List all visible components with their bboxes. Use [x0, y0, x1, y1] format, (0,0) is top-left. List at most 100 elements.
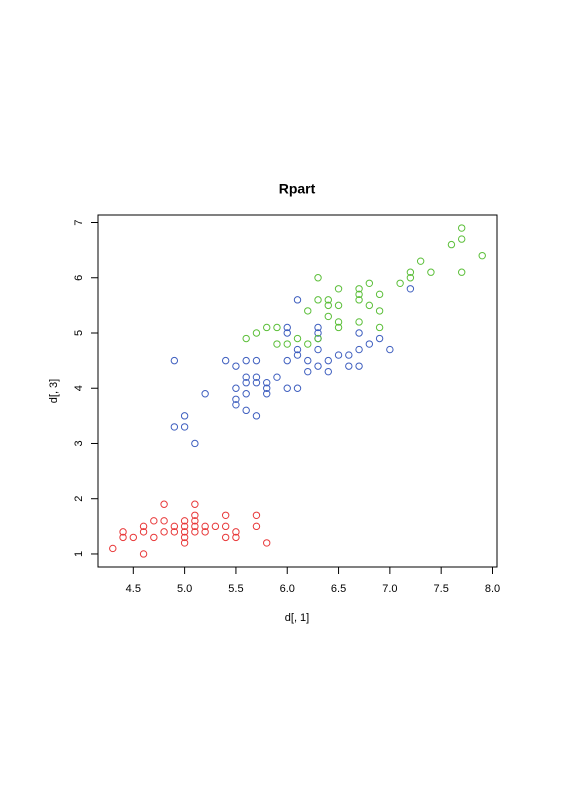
- point: [242, 373, 250, 381]
- point: [293, 334, 302, 343]
- point: [304, 307, 312, 315]
- point: [232, 384, 240, 392]
- point: [324, 301, 332, 310]
- point: [191, 528, 199, 536]
- point: [334, 301, 343, 310]
- point: [293, 384, 302, 392]
- x-axis-label: d[, 1]: [285, 612, 309, 624]
- x-tick-label: 7.5: [434, 583, 449, 595]
- point: [293, 296, 302, 304]
- point: [314, 329, 322, 337]
- x-tick-label: 4.5: [126, 583, 141, 595]
- point: [201, 528, 209, 536]
- point: [221, 533, 230, 542]
- x-tick-label: 7.0: [382, 583, 397, 595]
- point: [221, 522, 230, 531]
- point: [334, 318, 343, 326]
- point: [447, 240, 456, 249]
- point: [273, 340, 281, 348]
- point: [304, 367, 312, 376]
- y-axis-label: d[, 3]: [48, 379, 60, 403]
- point: [416, 257, 425, 265]
- point: [355, 362, 363, 370]
- point: [365, 340, 374, 348]
- point: [191, 511, 199, 519]
- plot-frame: [97, 214, 498, 568]
- point: [180, 528, 189, 536]
- point: [170, 522, 179, 531]
- point: [221, 356, 230, 365]
- point: [201, 522, 209, 531]
- point: [396, 279, 404, 287]
- point: [355, 290, 363, 299]
- point: [191, 517, 199, 525]
- point: [355, 318, 363, 326]
- point: [191, 522, 199, 531]
- point: [232, 401, 240, 409]
- point: [386, 345, 394, 354]
- point: [283, 323, 291, 332]
- point: [119, 533, 127, 542]
- point: [180, 412, 189, 420]
- point: [304, 340, 312, 348]
- point: [334, 285, 343, 293]
- point: [252, 356, 261, 365]
- point: [263, 379, 271, 387]
- point: [139, 522, 148, 531]
- point: [345, 351, 353, 359]
- point: [201, 390, 209, 398]
- point: [273, 323, 281, 332]
- y-tick-label: 4: [73, 385, 85, 391]
- y-tick-label: 6: [73, 275, 85, 281]
- point: [457, 268, 466, 276]
- point: [160, 500, 168, 508]
- point: [232, 528, 240, 536]
- point: [324, 367, 332, 376]
- point: [334, 323, 343, 332]
- point: [457, 235, 466, 243]
- y-tick-label: 2: [73, 496, 85, 502]
- point: [283, 384, 291, 392]
- point: [252, 329, 261, 337]
- point: [427, 268, 435, 276]
- point: [139, 550, 148, 558]
- point: [263, 384, 271, 392]
- y-tick-label: 5: [73, 330, 85, 336]
- point: [314, 334, 322, 343]
- point: [314, 274, 322, 282]
- x-tick-label: 8.0: [485, 583, 500, 595]
- point: [365, 279, 374, 287]
- point: [221, 511, 230, 519]
- point: [109, 544, 117, 553]
- point: [242, 406, 250, 415]
- point: [345, 362, 353, 370]
- point: [191, 500, 199, 508]
- point: [180, 423, 189, 431]
- chart-title: Rpart: [279, 181, 316, 197]
- point: [375, 334, 384, 343]
- point: [191, 439, 199, 448]
- point: [375, 307, 384, 315]
- x-tick-label: 5.0: [177, 583, 192, 595]
- point: [355, 345, 363, 354]
- point: [160, 517, 168, 525]
- point: [180, 539, 189, 547]
- point: [375, 290, 384, 299]
- x-tick-label: 6.5: [331, 583, 346, 595]
- point: [283, 356, 291, 365]
- point: [314, 345, 322, 354]
- point: [160, 528, 168, 536]
- point: [355, 285, 363, 293]
- point: [180, 517, 189, 525]
- point: [242, 379, 250, 387]
- point: [232, 533, 240, 542]
- point: [273, 373, 281, 381]
- point: [242, 334, 250, 343]
- point: [375, 323, 384, 332]
- point: [232, 362, 240, 370]
- point: [211, 522, 220, 531]
- point: [242, 390, 250, 398]
- point: [314, 362, 322, 370]
- point: [334, 351, 343, 359]
- point: [478, 251, 486, 260]
